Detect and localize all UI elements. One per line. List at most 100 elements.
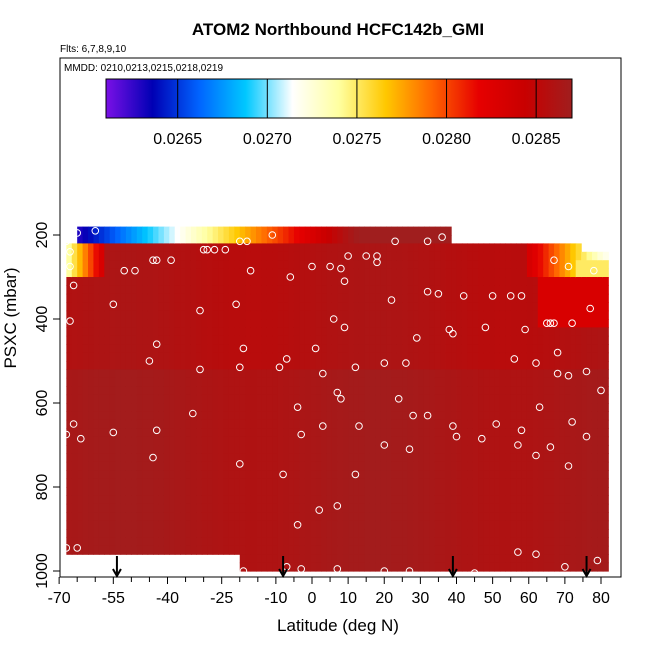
field-cell xyxy=(483,453,490,463)
field-cell xyxy=(516,554,523,564)
field-cell xyxy=(429,495,436,505)
observation-point xyxy=(470,569,479,577)
field-cell xyxy=(234,445,241,454)
field-cell xyxy=(163,503,170,513)
field-cell xyxy=(299,327,306,337)
field-cell xyxy=(564,403,571,412)
field-cell xyxy=(98,235,105,244)
field-cell xyxy=(326,235,333,244)
field-cell xyxy=(407,529,414,538)
field-cell xyxy=(564,251,571,261)
field-cell xyxy=(575,436,582,446)
field-cell xyxy=(310,369,317,379)
field-cell xyxy=(261,268,268,278)
field-cell xyxy=(71,529,78,538)
field-cell xyxy=(169,251,176,261)
field-cell xyxy=(321,243,328,253)
field-cell xyxy=(543,377,550,387)
field-cell xyxy=(358,377,365,387)
field-cell xyxy=(315,453,322,463)
field-cell xyxy=(402,545,409,555)
field-cell xyxy=(434,461,441,471)
field-cell xyxy=(407,436,414,446)
field-cell xyxy=(115,377,122,387)
field-cell xyxy=(190,285,197,295)
field-cell xyxy=(77,470,84,480)
field-cell xyxy=(310,503,317,513)
field-cell xyxy=(570,445,577,454)
field-cell xyxy=(239,335,246,345)
field-cell xyxy=(391,529,398,538)
field-cell xyxy=(521,478,528,488)
field-cell xyxy=(413,243,420,253)
field-cell xyxy=(591,545,598,555)
field-cell xyxy=(369,251,376,261)
field-cell xyxy=(331,369,338,379)
field-cell xyxy=(407,361,414,370)
field-cell xyxy=(77,512,84,522)
field-cell xyxy=(120,251,127,261)
field-cell xyxy=(288,377,295,387)
field-cell xyxy=(456,243,463,253)
field-cell xyxy=(510,445,517,454)
field-cell xyxy=(93,512,100,522)
field-cell xyxy=(391,369,398,379)
field-cell xyxy=(266,537,273,547)
field-cell xyxy=(489,310,496,320)
field-cell xyxy=(115,537,122,547)
field-cell xyxy=(125,361,132,370)
field-cell xyxy=(499,470,506,480)
field-cell xyxy=(510,369,517,379)
field-cell xyxy=(331,352,338,362)
field-cell xyxy=(283,529,290,538)
field-cell xyxy=(564,495,571,505)
field-cell xyxy=(559,545,566,555)
field-cell xyxy=(136,226,143,236)
field-cell xyxy=(120,377,127,387)
field-cell xyxy=(196,428,203,438)
field-cell xyxy=(434,310,441,320)
field-cell xyxy=(369,369,376,379)
field-cell xyxy=(564,319,571,328)
field-cell xyxy=(537,411,544,421)
field-cell xyxy=(440,495,447,505)
field-cell xyxy=(467,260,474,270)
field-cell xyxy=(272,268,279,278)
field-cell xyxy=(402,461,409,471)
field-cell xyxy=(478,268,485,278)
field-cell xyxy=(505,503,512,513)
field-cell xyxy=(66,478,73,488)
field-cell xyxy=(423,377,431,387)
field-cell xyxy=(136,344,143,354)
field-cell xyxy=(82,419,89,429)
field-cell xyxy=(451,419,458,429)
field-cell xyxy=(434,319,441,328)
field-cell xyxy=(396,319,403,328)
field-cell xyxy=(348,512,355,522)
field-cell xyxy=(434,436,441,446)
field-cell xyxy=(510,436,517,446)
observation-point xyxy=(239,567,248,575)
field-cell xyxy=(499,512,506,522)
field-cell xyxy=(358,537,365,547)
observation-point xyxy=(449,422,457,430)
field-cell xyxy=(478,445,485,454)
field-cell xyxy=(559,319,566,328)
field-cell xyxy=(142,344,149,354)
field-cell xyxy=(423,243,431,253)
observation-point xyxy=(282,355,291,363)
field-cell xyxy=(321,436,328,446)
field-cell xyxy=(440,302,447,312)
field-cell xyxy=(272,487,279,496)
field-cell xyxy=(310,335,317,345)
field-cell xyxy=(451,428,458,438)
observation-point xyxy=(564,262,573,271)
field-cell xyxy=(88,319,95,328)
field-cell xyxy=(570,503,577,513)
field-cell xyxy=(174,319,181,328)
x-tick-label: 0 xyxy=(308,590,317,607)
field-cell xyxy=(434,545,441,555)
field-cell xyxy=(597,445,604,454)
field-cell xyxy=(396,487,403,496)
field-cell xyxy=(456,377,463,387)
